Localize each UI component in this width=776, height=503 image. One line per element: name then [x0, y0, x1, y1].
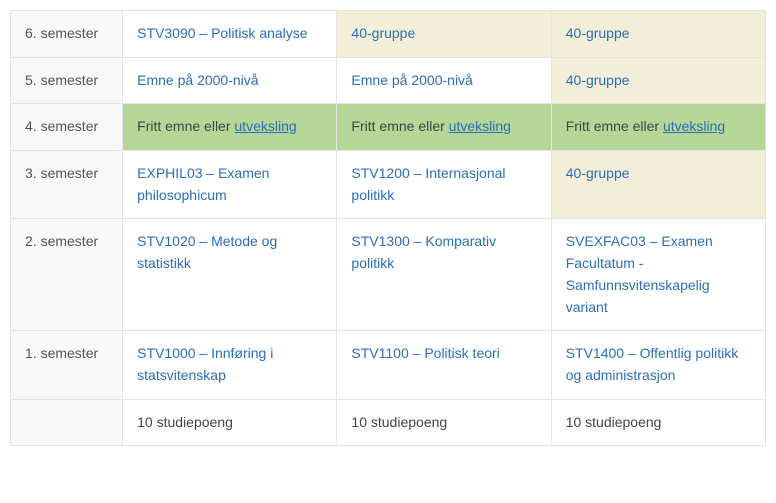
cell-text: 10 studiepoeng [566, 414, 662, 430]
semester-label: 1. semester [11, 331, 123, 399]
course-cell: Fritt emne eller utveksling [123, 104, 337, 151]
semester-label: 2. semester [11, 219, 123, 331]
course-cell: STV1000 – Innføring i statsvitenskap [123, 331, 337, 399]
course-cell: 10 studiepoeng [551, 399, 765, 446]
course-link[interactable]: Emne på 2000-nivå [137, 72, 258, 88]
course-link[interactable]: STV1300 – Komparativ politikk [351, 233, 496, 271]
course-cell: 40-gruppe [551, 151, 765, 219]
course-cell: 40-gruppe [551, 57, 765, 104]
course-link[interactable]: STV3090 – Politisk analyse [137, 25, 307, 41]
course-cell: 10 studiepoeng [123, 399, 337, 446]
table-row: 4. semesterFritt emne eller utvekslingFr… [11, 104, 766, 151]
course-cell: Fritt emne eller utveksling [551, 104, 765, 151]
course-cell: Emne på 2000-nivå [123, 57, 337, 104]
table-row: 2. semester STV1020 – Metode og statistik… [11, 219, 766, 331]
cell-text: Fritt emne eller [566, 118, 663, 134]
course-cell: SVEXFAC03 – Examen Facultatum - Samfunns… [551, 219, 765, 331]
semester-label: 4. semester [11, 104, 123, 151]
course-cell: STV1400 – Offentlig politikk og administ… [551, 331, 765, 399]
exchange-link[interactable]: utveksling [663, 118, 725, 134]
course-cell: 40-gruppe [551, 11, 765, 58]
course-cell: STV1100 – Politisk teori [337, 331, 551, 399]
course-link[interactable]: SVEXFAC03 – Examen Facultatum - Samfunns… [566, 233, 713, 314]
table-row: 3. semester EXPHIL03 – Examen philosophic… [11, 151, 766, 219]
study-plan-table: 6. semester STV3090 – Politisk analyse 40-… [10, 10, 766, 446]
cell-text: Fritt emne eller [137, 118, 234, 134]
table-row: 5. semester Emne på 2000-nivå Emne på 2000… [11, 57, 766, 104]
cell-text: 10 studiepoeng [137, 414, 233, 430]
course-link[interactable]: EXPHIL03 – Examen philosophicum [137, 165, 269, 203]
semester-label [11, 399, 123, 446]
course-cell: STV1200 – Internasjonal politikk [337, 151, 551, 219]
course-cell: EXPHIL03 – Examen philosophicum [123, 151, 337, 219]
course-link[interactable]: STV1000 – Innføring i statsvitenskap [137, 345, 273, 383]
course-link[interactable]: 40-gruppe [566, 72, 630, 88]
course-cell: STV1020 – Metode og statistikk [123, 219, 337, 331]
course-cell: 10 studiepoeng [337, 399, 551, 446]
exchange-link[interactable]: utveksling [234, 118, 296, 134]
course-link[interactable]: 40-gruppe [566, 25, 630, 41]
table-row: 1. semester STV1000 – Innføring i statsvi… [11, 331, 766, 399]
course-cell: 40-gruppe [337, 11, 551, 58]
cell-text: Fritt emne eller [351, 118, 448, 134]
table-row: 6. semester STV3090 – Politisk analyse 40-… [11, 11, 766, 58]
course-cell: STV1300 – Komparativ politikk [337, 219, 551, 331]
semester-label: 5. semester [11, 57, 123, 104]
course-link[interactable]: 40-gruppe [566, 165, 630, 181]
course-link[interactable]: STV1400 – Offentlig politikk og administ… [566, 345, 739, 383]
course-link[interactable]: STV1200 – Internasjonal politikk [351, 165, 505, 203]
course-cell: STV3090 – Politisk analyse [123, 11, 337, 58]
cell-text: 10 studiepoeng [351, 414, 447, 430]
course-cell: Emne på 2000-nivå [337, 57, 551, 104]
course-link[interactable]: Emne på 2000-nivå [351, 72, 472, 88]
course-cell: Fritt emne eller utveksling [337, 104, 551, 151]
course-link[interactable]: STV1100 – Politisk teori [351, 345, 499, 361]
course-link[interactable]: STV1020 – Metode og statistikk [137, 233, 277, 271]
course-link[interactable]: 40-gruppe [351, 25, 415, 41]
exchange-link[interactable]: utveksling [449, 118, 511, 134]
semester-label: 3. semester [11, 151, 123, 219]
table-row: 10 studiepoeng 10 studiepoeng 10 studiepoe… [11, 399, 766, 446]
semester-label: 6. semester [11, 11, 123, 58]
